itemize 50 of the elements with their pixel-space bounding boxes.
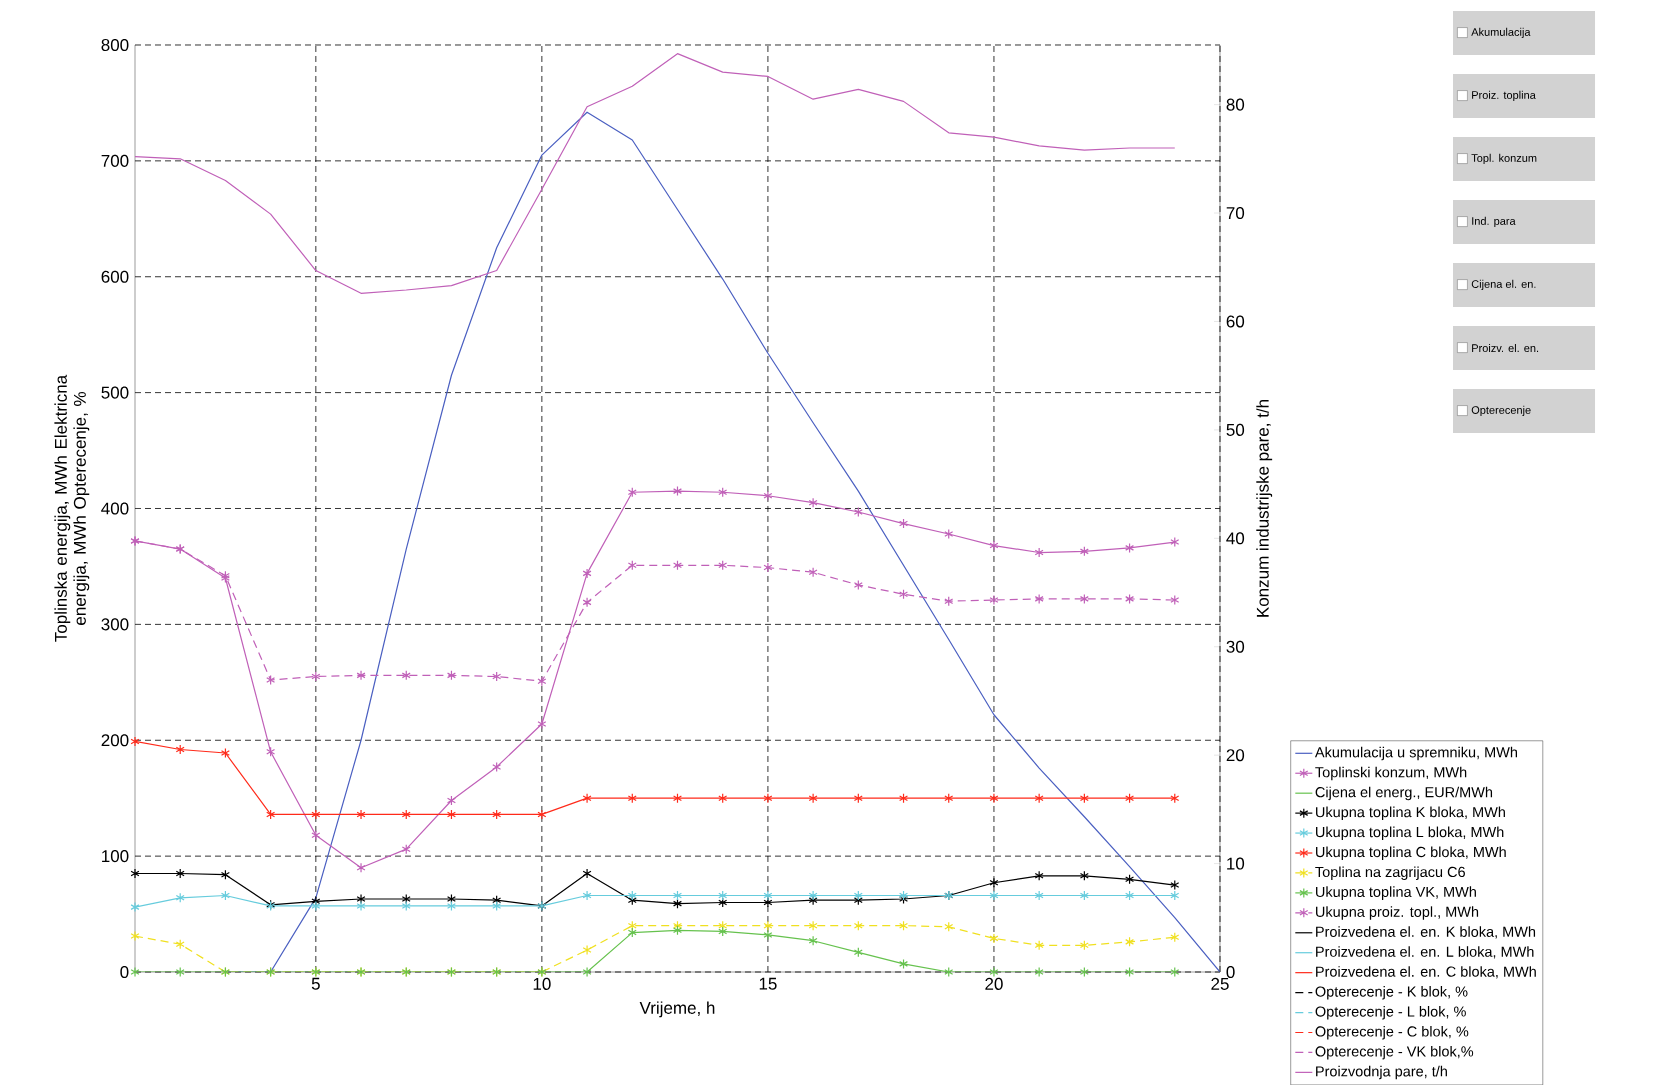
legend-label: Ukupna toplina C bloka, MWh <box>1316 846 1506 860</box>
legend-label: Opterecenje - C blok, % <box>1315 1025 1469 1040</box>
x-tick-label: 10 <box>533 977 551 990</box>
x-tick-label: 5 <box>311 977 320 990</box>
y-tick-label: 200 <box>101 734 129 747</box>
y2-tick-label: 70 <box>1226 207 1245 220</box>
x-tick-label: 20 <box>985 977 1003 990</box>
y2-tick-label: 20 <box>1226 749 1245 762</box>
y2-tick-label: 50 <box>1226 423 1245 436</box>
legend-label: Toplinski konzum, MWh <box>1315 766 1467 781</box>
legend-label: Ukupna toplina VK, MWh <box>1316 886 1476 900</box>
legend-label: Ukupna toplina K bloka, MWh <box>1316 806 1505 821</box>
legend-label: Proizvedena el. en. L bloka, MWh <box>1316 946 1534 959</box>
y-tick-label: 100 <box>102 850 129 863</box>
y2-tick-label: 80 <box>1226 98 1245 111</box>
text: Opterecenje <box>1471 405 1531 417</box>
text: Proizv. el. en. <box>1472 343 1539 353</box>
legend-label: Proizvedena el. en. C bloka, MWh <box>1316 966 1536 979</box>
y-tick-label: 0 <box>120 965 129 979</box>
x-tick-label: 15 <box>759 977 777 990</box>
y2-tick-label: 10 <box>1227 857 1245 870</box>
legend-label: Opterecenje - L blok, % <box>1315 1006 1466 1020</box>
y2-tick-label: 40 <box>1226 532 1245 545</box>
y-tick-label: 500 <box>101 386 129 399</box>
x-axis-title: Vrijeme, h <box>639 1001 715 1018</box>
legend-label: Opterecenje - VK blok,% <box>1315 1045 1474 1060</box>
x-tick-label: 25 <box>1211 977 1229 990</box>
text: Proiz. toplina <box>1472 90 1536 102</box>
legend-label: Proizvedena el. en. K bloka, MWh <box>1316 926 1536 939</box>
text: Akumulacija <box>1471 27 1531 39</box>
y-tick-label: 300 <box>101 618 129 631</box>
legend-label: Proizvodnja pare, t/h <box>1316 1065 1447 1080</box>
y-tick-label: 400 <box>101 502 129 515</box>
y2-tick-label: 60 <box>1226 315 1245 328</box>
legend-label: Toplina na zagrijacu C6 <box>1315 866 1465 880</box>
text: Topl. konzum <box>1471 153 1537 165</box>
legend-label: Ukupna proiz. topl., MWh <box>1316 906 1479 920</box>
y2-axis-title: Konzum industrijske pare, t/h <box>1256 400 1273 617</box>
y-tick-label: 800 <box>101 38 129 52</box>
y-tick-label: 700 <box>101 154 129 167</box>
y2-tick-label: 0 <box>1226 965 1235 979</box>
y-tick-label: 600 <box>101 270 129 283</box>
text: Cijena el. en. <box>1471 279 1536 291</box>
legend-label: Opterecenje - K blok, % <box>1315 986 1468 1000</box>
legend-label: Akumulacija u spremniku, MWh <box>1314 746 1517 761</box>
y2-tick-label: 30 <box>1226 640 1245 653</box>
text: Ind. para <box>1472 216 1516 228</box>
legend-label: Ukupna toplina L bloka, MWh <box>1316 826 1504 841</box>
legend-label: Cijena el energ., EUR/MWh <box>1315 786 1493 801</box>
y-axis-title: Toplinska energija, MWh Elektricna energija, MWh Opterecenje, % <box>54 374 90 642</box>
